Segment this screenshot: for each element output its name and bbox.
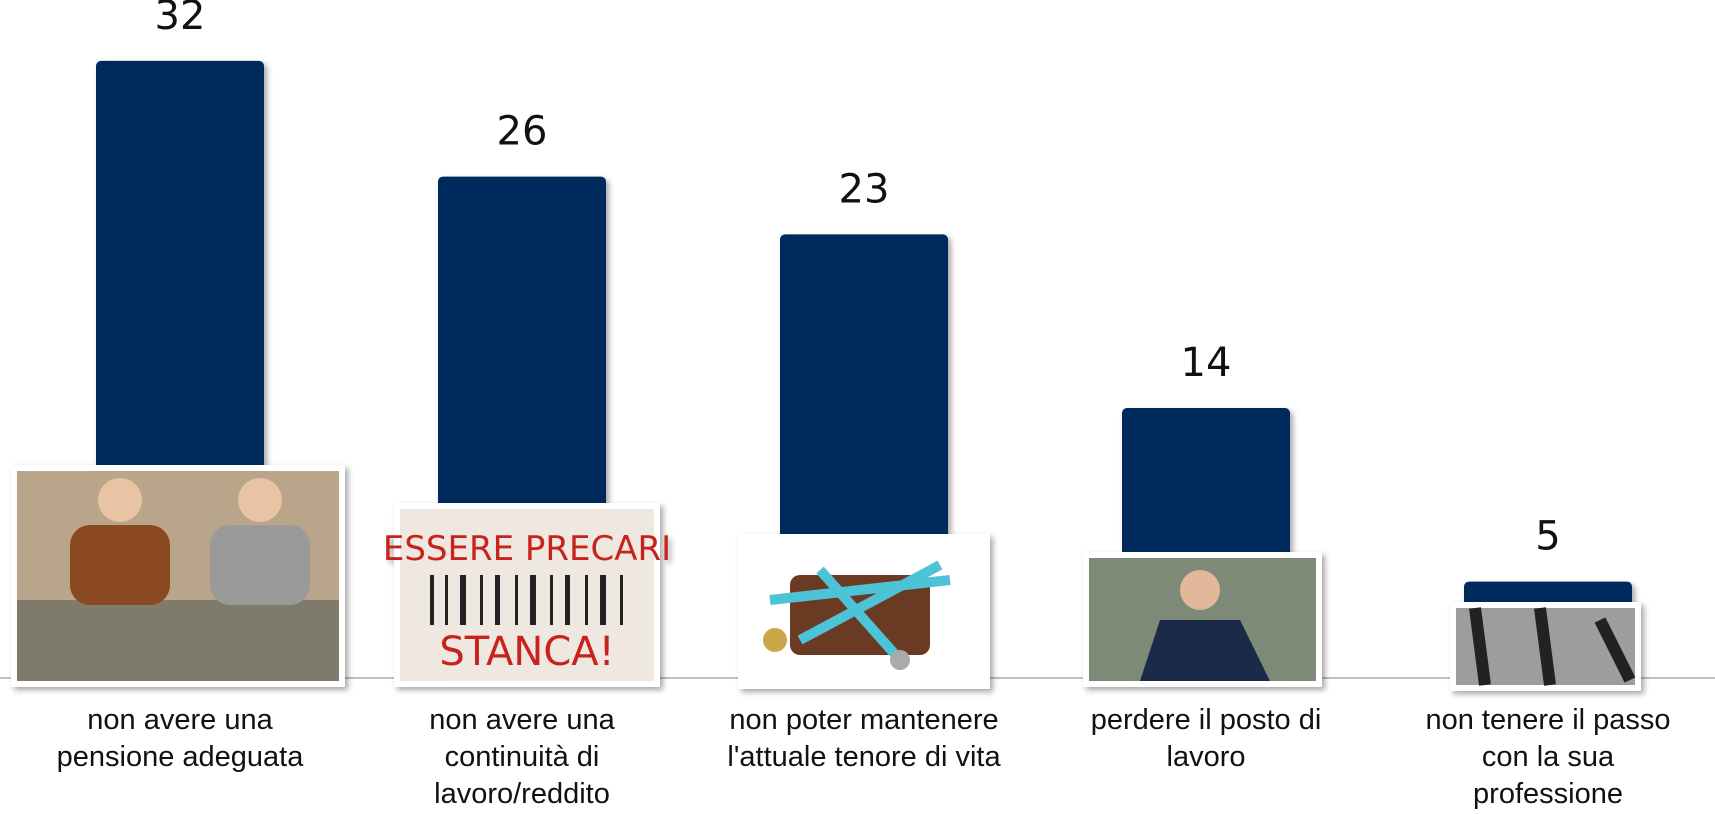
photo bbox=[1450, 602, 1641, 691]
photo bbox=[11, 465, 345, 687]
photo bbox=[1083, 552, 1322, 687]
photo-text: STANCA! bbox=[439, 629, 614, 675]
value-label: 26 bbox=[497, 109, 548, 155]
photo-text: ESSERE PRECARI bbox=[383, 529, 671, 569]
x-tick-label: non avere una pensione adeguata bbox=[15, 702, 345, 776]
x-tick-label: non poter mantenere l'attuale tenore di … bbox=[699, 702, 1029, 776]
x-tick-label: non avere una continuità di lavoro/reddi… bbox=[357, 702, 687, 813]
value-label: 14 bbox=[1181, 340, 1232, 386]
value-label: 32 bbox=[155, 0, 206, 39]
x-tick-label: perdere il posto di lavoro bbox=[1041, 702, 1371, 776]
photo bbox=[738, 534, 990, 689]
x-tick-label: non tenere il passo con la sua professio… bbox=[1383, 702, 1713, 813]
photo: ESSERE PRECARI STANCA! bbox=[383, 503, 671, 687]
value-label: 5 bbox=[1535, 514, 1560, 560]
value-label: 23 bbox=[839, 166, 890, 212]
chart: ESSERE PRECARI STANCA! 32 26 23 14 5 bbox=[0, 0, 1715, 814]
page: ESSERE PRECARI STANCA! 32 26 23 14 5 non ave… bbox=[0, 0, 1715, 814]
